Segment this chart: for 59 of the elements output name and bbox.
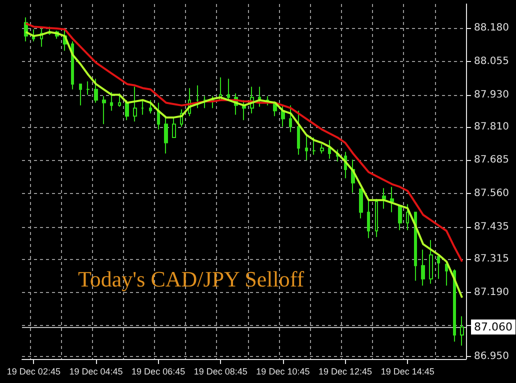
candlestick (133, 86, 137, 122)
candlestick (328, 140, 331, 160)
candlestick (281, 104, 285, 128)
candlestick (390, 186, 394, 213)
candlestick (141, 100, 144, 116)
x-tick-label: 19 Dec 10:45 (256, 366, 310, 376)
x-tick-label: 19 Dec 14:45 (380, 366, 434, 376)
candlestick (227, 78, 230, 101)
y-tick-label: 87.435 (474, 221, 509, 232)
candlestick (258, 86, 261, 108)
candlestick (382, 188, 386, 210)
candlestick (421, 249, 425, 286)
y-tick-label: 88.180 (474, 22, 509, 34)
candlestick (242, 100, 246, 121)
candlestick (289, 104, 292, 133)
y-tick-label: 87.930 (474, 89, 509, 100)
candlestick (320, 144, 324, 154)
y-tick-label: 87.560 (474, 188, 509, 200)
candlestick (203, 96, 207, 109)
x-tick-label: 19 Dec 06:45 (132, 366, 186, 376)
candlestick (375, 198, 378, 238)
annotation: Today's CAD/JPY Selloff (78, 266, 305, 292)
candlestick (79, 84, 82, 106)
candlestick (367, 198, 370, 239)
y-tick-label: 87.190 (474, 286, 509, 298)
candlestick (297, 110, 300, 156)
candlestick (86, 80, 90, 96)
candlestick (406, 204, 409, 231)
y-tick-label: 87.810 (474, 121, 509, 132)
candlestick (453, 268, 456, 342)
candlestick (196, 84, 199, 109)
candlestick (118, 92, 121, 108)
candlestick (172, 116, 176, 138)
candlestick (110, 92, 113, 112)
candlestick (149, 100, 152, 114)
y-tick-label: 87.315 (474, 253, 509, 264)
candlestick (157, 102, 160, 130)
x-tick-label: 19 Dec 08:45 (194, 366, 248, 376)
x-tick-label: 19 Dec 04:45 (69, 366, 123, 376)
candlestick (437, 256, 440, 280)
candlestick (164, 116, 168, 154)
line-series (24, 31, 464, 299)
line-series (24, 22, 464, 263)
ref-line-label: 87.060 (474, 320, 512, 334)
x-tick-label: 19 Dec 12:45 (318, 366, 372, 376)
y-tick-label: 88.055 (474, 56, 509, 67)
y-tick-label: 86.950 (474, 350, 509, 362)
y-tick-label: 87.685 (474, 154, 509, 166)
candlestick (102, 96, 106, 125)
candlestick (460, 316, 464, 346)
candlestick (398, 205, 402, 231)
candlestick (445, 264, 448, 286)
candlestick (312, 136, 316, 156)
candlestick (94, 78, 98, 104)
x-tick-label: 19 Dec 02:45 (6, 366, 60, 376)
candlestick (414, 212, 417, 282)
candlestick (305, 134, 308, 161)
candlestick (429, 239, 433, 284)
candlestick (359, 188, 363, 219)
